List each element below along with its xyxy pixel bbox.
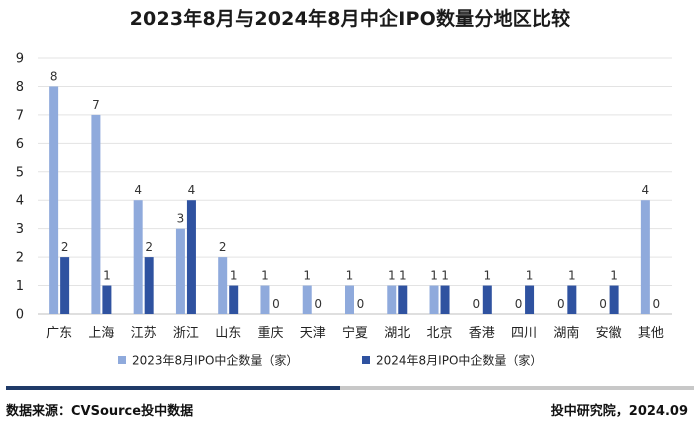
bar-2024: [186, 200, 196, 314]
legend-swatch: [362, 356, 370, 364]
data-label: 2: [219, 240, 227, 254]
data-label: 0: [653, 297, 661, 311]
data-label: 1: [441, 269, 449, 283]
bar-2023: [387, 285, 397, 314]
bar-2023: [260, 285, 270, 314]
legend-entry: 2024年8月IPO中企数量（家）: [376, 353, 542, 368]
bar-2024: [609, 285, 619, 314]
data-label: 1: [388, 269, 396, 283]
data-label: 0: [472, 297, 480, 311]
y-tick-label: 2: [16, 251, 24, 266]
bars: [49, 86, 650, 314]
data-label: 1: [483, 269, 491, 283]
category-label: 山东: [215, 326, 241, 341]
bar-2024: [102, 285, 112, 314]
data-label: 7: [92, 98, 100, 112]
y-tick-label: 1: [16, 279, 24, 294]
grid-lines: [38, 57, 672, 315]
data-label: 0: [515, 297, 523, 311]
y-tick-label: 5: [16, 165, 24, 180]
bar-2024: [567, 285, 577, 314]
category-label: 安徽: [596, 326, 622, 341]
bar-2023: [49, 86, 59, 314]
bar-2024: [229, 285, 239, 314]
data-label: 1: [261, 269, 269, 283]
legend-swatch: [118, 356, 126, 364]
chart-title: 2023年8月与2024年8月中企IPO数量分地区比较: [129, 8, 571, 30]
category-label: 上海: [88, 326, 114, 341]
y-tick-label: 0: [16, 308, 24, 323]
data-label: 0: [272, 297, 280, 311]
data-label: 0: [357, 297, 365, 311]
data-label: 1: [399, 269, 407, 283]
y-tick-label: 4: [16, 194, 24, 209]
category-label: 浙江: [173, 326, 199, 341]
category-label: 江苏: [131, 325, 157, 341]
bar-2023: [640, 200, 650, 314]
data-label: 0: [599, 297, 607, 311]
data-label: 1: [230, 269, 238, 283]
data-label: 3: [177, 212, 185, 226]
category-label: 宁夏: [342, 325, 368, 341]
y-axis-ticks: 0 1 2 3 4 5 6 7 8 9: [16, 52, 24, 323]
y-tick-label: 3: [16, 222, 24, 237]
data-label: 1: [430, 269, 438, 283]
footer-divider-dark: [6, 386, 340, 390]
publisher-credit: 投中研究院，2024.09: [550, 404, 688, 419]
bar-2024: [144, 257, 154, 314]
category-label: 天津: [300, 326, 326, 341]
legend: 2023年8月IPO中企数量（家） 2024年8月IPO中企数量（家）: [118, 353, 542, 368]
bar-2024: [398, 285, 408, 314]
bar-2023: [175, 228, 185, 314]
data-label: 4: [188, 183, 196, 197]
data-label: 1: [610, 269, 618, 283]
bar-2023: [345, 285, 354, 314]
y-tick-label: 9: [16, 52, 24, 67]
category-label: 重庆: [257, 325, 283, 341]
y-tick-label: 8: [16, 80, 24, 95]
category-label: 北京: [427, 326, 453, 341]
data-label: 1: [568, 269, 576, 283]
data-label: 2: [61, 240, 69, 254]
data-label: 1: [103, 269, 111, 283]
category-label: 湖南: [553, 325, 579, 341]
data-label: 4: [134, 183, 142, 197]
category-label: 广东: [46, 326, 72, 341]
category-label: 香港: [469, 326, 495, 341]
category-labels: 广东 上海 江苏 浙江 山东 重庆 天津 宁夏 湖北 北京 香港 四川 湖南 安徽 其他: [46, 325, 664, 341]
data-label: 4: [642, 183, 650, 197]
data-label: 2: [145, 240, 153, 254]
legend-entry: 2023年8月IPO中企数量（家）: [132, 353, 298, 368]
bar-2024: [60, 257, 70, 314]
bar-2023: [302, 285, 312, 314]
data-label: 1: [526, 269, 534, 283]
bar-2023: [429, 285, 439, 314]
data-label: 0: [557, 297, 565, 311]
footer-divider-light: [340, 386, 694, 390]
bar-2024: [525, 285, 535, 314]
data-label: 1: [303, 269, 311, 283]
y-tick-label: 6: [16, 137, 24, 152]
category-label: 四川: [511, 326, 537, 341]
bar-2024: [440, 285, 450, 314]
category-label: 湖北: [384, 326, 410, 341]
bar-2023: [91, 114, 101, 314]
bar-2023: [218, 257, 228, 314]
data-label: 0: [314, 297, 322, 311]
data-source: 数据来源：CVSource投中数据: [6, 404, 194, 419]
y-tick-label: 7: [16, 108, 24, 123]
bar-2024: [482, 285, 492, 314]
data-label: 8: [50, 69, 58, 83]
data-label: 1: [346, 269, 354, 283]
bar-2023: [133, 200, 143, 314]
category-label: 其他: [638, 326, 664, 341]
